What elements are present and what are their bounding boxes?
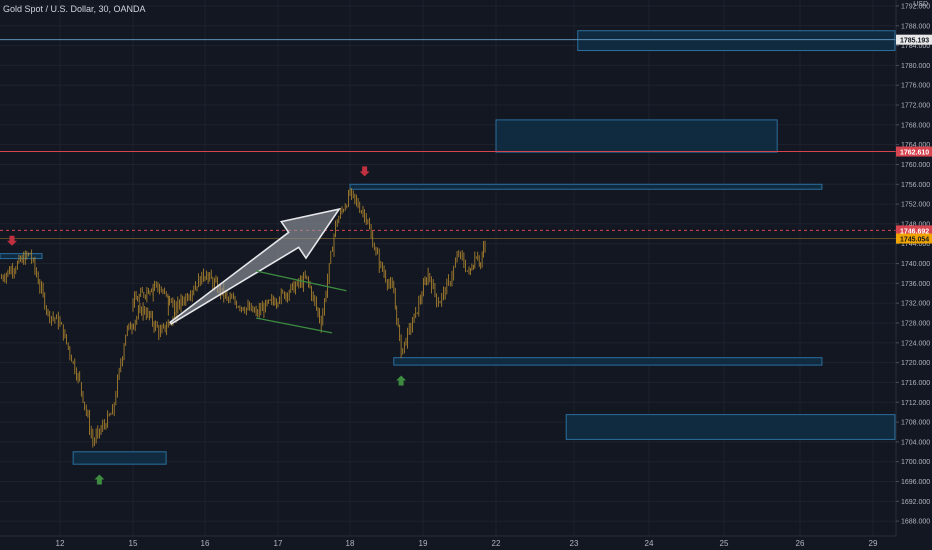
horizontal-price-lines [0,39,896,240]
up-arrow-icon [94,474,105,485]
time-tick-label: 15 [129,539,138,548]
price-axis[interactable]: 1688.000 1692.000 1696.000 1700.000 1704.000… [895,0,932,550]
time-tick-label: 16 [201,539,210,548]
time-tick-label: 22 [492,539,501,548]
channel-line [255,270,347,292]
price-tick-label: 1712.000 [901,400,930,407]
price-tick-label: 1788.000 [901,23,930,30]
price-tick-label: 1724.000 [901,340,930,347]
price-tick-label: 1736.000 [901,281,930,288]
price-tag [896,146,932,157]
price-tag [896,233,932,244]
candlestick-series [1,188,486,448]
price-tick-label: 1760.000 [901,162,930,169]
trend-arrow [169,207,341,325]
price-tick-label: 1704.000 [901,439,930,446]
price-tick-label: 1720.000 [901,360,930,367]
price-tick-label: 1768.000 [901,122,930,129]
price-tick-label: 1752.000 [901,202,930,209]
price-tick-label: 1764.000 [901,142,930,149]
currency-label: USD [913,1,928,8]
price-tick-label: 1700.000 [901,459,930,466]
price-tick-label: 1708.000 [901,420,930,427]
price-tick-label: 1792.000 [901,3,930,10]
price-tick-label: 1784.000 [901,43,930,50]
price-tick-label: 1732.000 [901,301,930,308]
price-tick-label: 1744.000 [901,241,930,248]
price-tag [896,225,932,236]
price-zone [0,253,43,260]
price-tick-label: 1688.000 [901,519,930,526]
price-tag-label: 1746.692 [900,228,929,235]
price-tags: 1785.193 1762.610 1746.692 1745.054 [896,34,932,244]
time-tick-label: 19 [419,539,428,548]
price-zone [393,357,823,366]
price-tick-label: 1692.000 [901,499,930,506]
time-tick-label: 18 [346,539,355,548]
price-tag-label: 1745.054 [900,237,929,244]
price-zone [349,183,823,190]
price-tick-label: 1740.000 [901,261,930,268]
down-arrow-icon [7,235,17,246]
price-zone [565,414,896,440]
supply-demand-zones [0,30,896,465]
price-tag-label: 1762.610 [900,150,929,157]
time-axis[interactable]: 12 15 16 17 18 19 22 23 24 25 26 29 [0,535,932,550]
price-tick-label: 1748.000 [901,221,930,228]
chart-grid [0,0,896,536]
price-tick-label: 1780.000 [901,63,930,70]
time-tick-label: 24 [645,539,654,548]
up-arrow-icon [396,375,407,386]
price-tick-label: 1716.000 [901,380,930,387]
time-tick-label: 23 [570,539,579,548]
price-zone [577,30,896,52]
price-tick-label: 1728.000 [901,320,930,327]
price-axis-bg [896,0,932,550]
price-zone [495,119,778,153]
channel-line [255,317,333,334]
time-tick-label: 29 [869,539,878,548]
price-tag-label: 1785.193 [900,38,929,45]
price-tick-label: 1696.000 [901,479,930,486]
price-tick-label: 1776.000 [901,83,930,90]
time-tick-label: 26 [796,539,805,548]
time-axis-bg [0,536,932,550]
time-tick-label: 25 [720,539,729,548]
chart-annotations [7,166,407,485]
price-tick-label: 1756.000 [901,182,930,189]
price-tag [896,34,932,45]
time-tick-label: 12 [56,539,65,548]
price-zone [72,451,167,465]
price-tick-label: 1772.000 [901,103,930,110]
time-tick-label: 17 [274,539,283,548]
symbol-title: Gold Spot / U.S. Dollar, 30, OANDA [3,4,146,14]
down-arrow-icon [359,166,370,177]
